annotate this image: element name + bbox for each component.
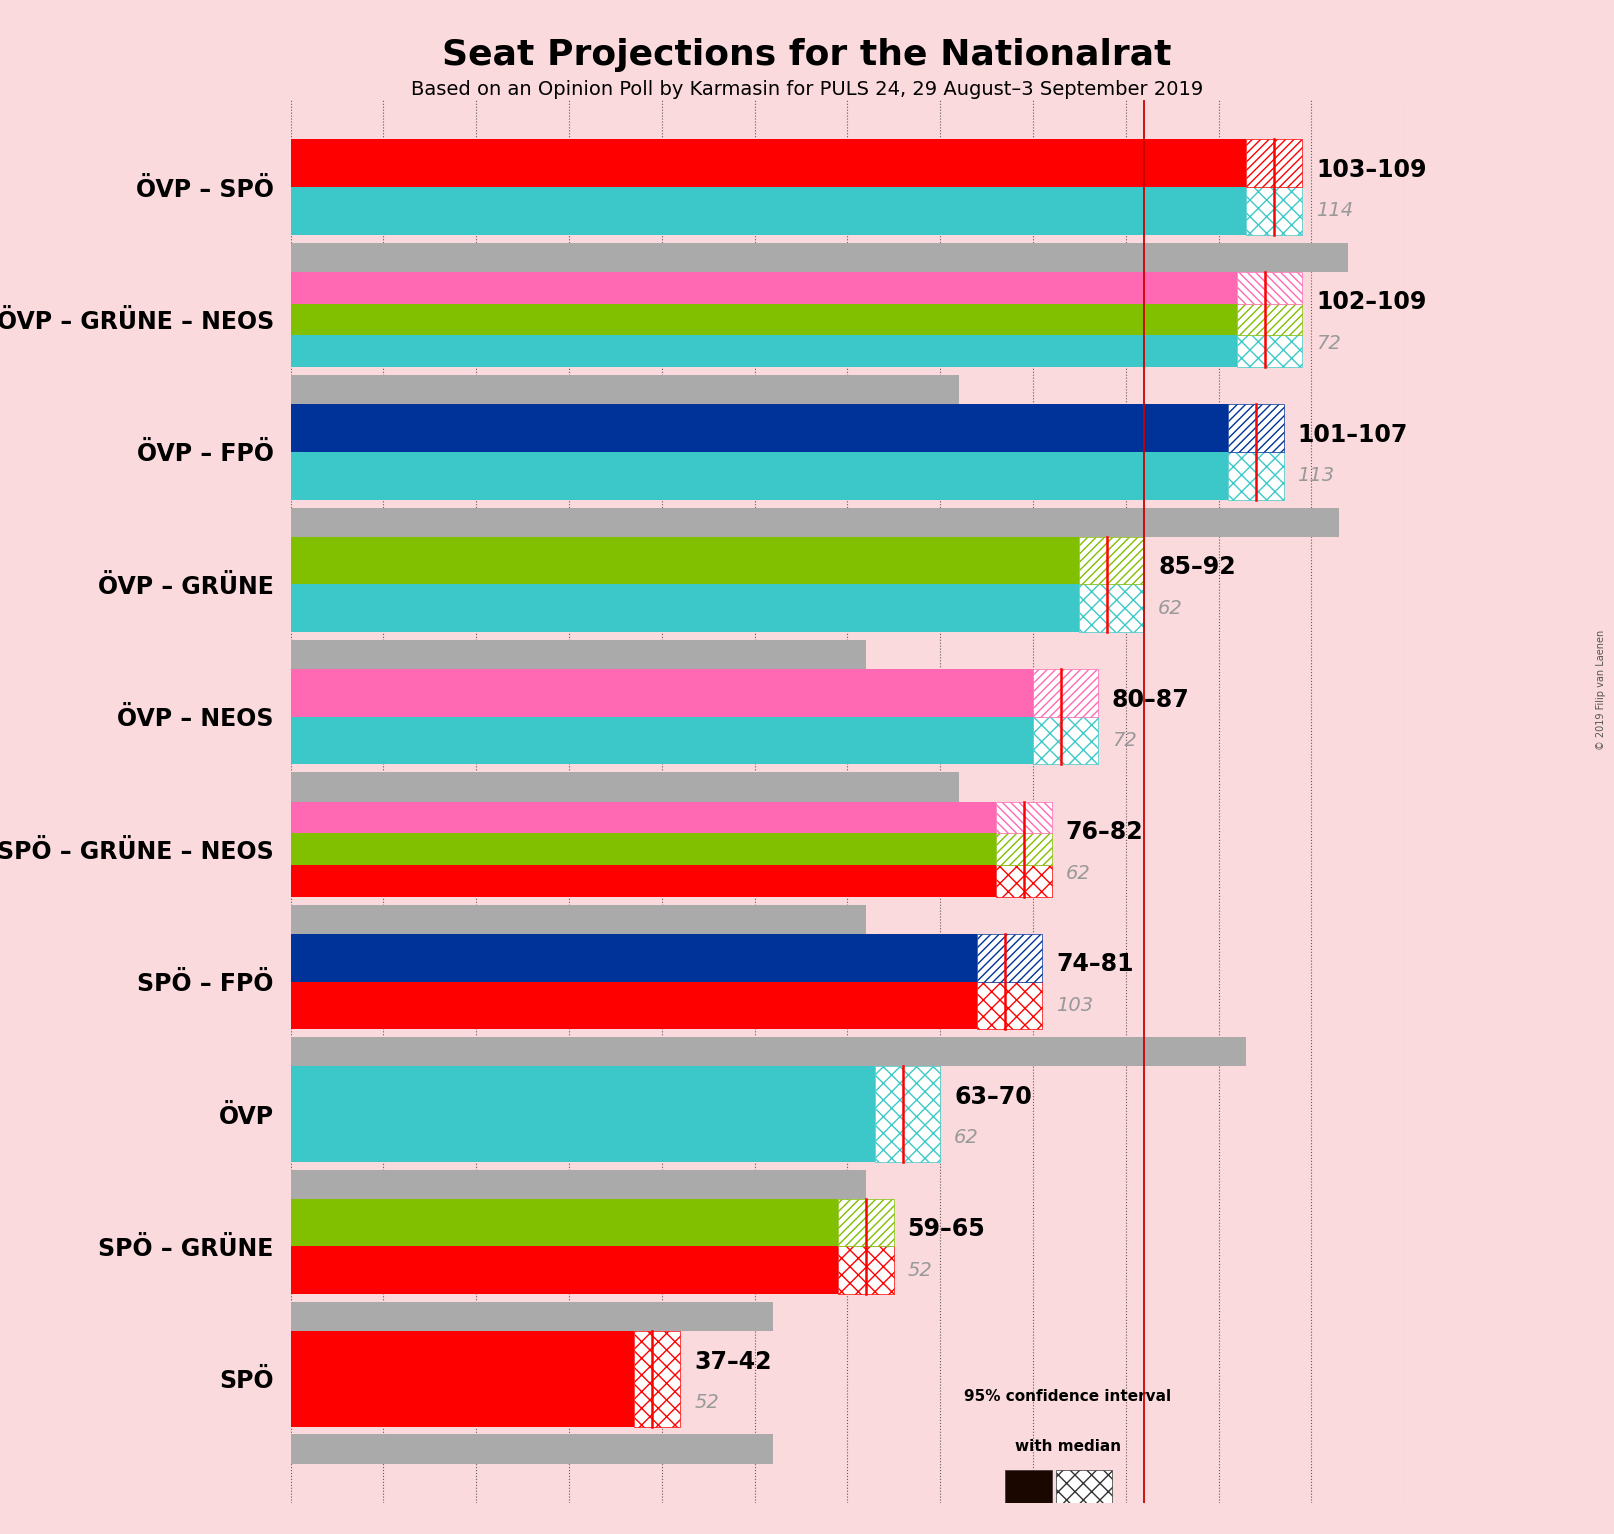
Bar bbox=[1033, 669, 1098, 716]
Bar bbox=[291, 640, 865, 669]
Bar bbox=[291, 1302, 773, 1332]
Bar bbox=[1080, 584, 1144, 632]
Bar bbox=[291, 1332, 634, 1427]
Text: 80–87: 80–87 bbox=[1112, 687, 1190, 712]
Text: 59–65: 59–65 bbox=[907, 1216, 986, 1241]
Text: 103–109: 103–109 bbox=[1315, 158, 1427, 183]
Bar bbox=[291, 1198, 838, 1247]
Text: 114: 114 bbox=[1315, 201, 1353, 221]
Text: 63–70: 63–70 bbox=[954, 1085, 1031, 1109]
Bar bbox=[291, 865, 996, 897]
Bar bbox=[291, 537, 1080, 584]
Bar bbox=[291, 187, 1246, 235]
Bar bbox=[634, 1332, 681, 1427]
Bar bbox=[291, 802, 996, 833]
Bar bbox=[291, 716, 1033, 764]
Text: 72: 72 bbox=[1315, 334, 1341, 353]
Bar bbox=[996, 833, 1051, 865]
Bar bbox=[291, 242, 1348, 272]
Bar bbox=[291, 669, 1033, 716]
Bar bbox=[291, 453, 1228, 500]
Bar bbox=[291, 1066, 875, 1161]
Text: 76–82: 76–82 bbox=[1065, 821, 1143, 844]
Bar bbox=[291, 982, 976, 1029]
Bar bbox=[838, 1247, 894, 1295]
Bar bbox=[291, 934, 976, 982]
Text: © 2019 Filip van Laenen: © 2019 Filip van Laenen bbox=[1596, 630, 1606, 750]
Text: 101–107: 101–107 bbox=[1298, 423, 1407, 446]
Text: 74–81: 74–81 bbox=[1056, 953, 1133, 976]
Bar bbox=[1246, 187, 1302, 235]
Bar bbox=[291, 336, 1236, 367]
Bar bbox=[291, 1169, 865, 1198]
Bar bbox=[291, 1037, 1246, 1066]
Text: 52: 52 bbox=[907, 1261, 933, 1279]
Bar bbox=[291, 405, 1228, 453]
Bar bbox=[291, 584, 1080, 632]
Text: with median: with median bbox=[1015, 1439, 1120, 1454]
Text: 62: 62 bbox=[1159, 598, 1183, 618]
Bar bbox=[1228, 405, 1283, 453]
Bar bbox=[1033, 716, 1098, 764]
Text: 62: 62 bbox=[954, 1129, 978, 1147]
Bar bbox=[1236, 304, 1302, 336]
Bar bbox=[976, 934, 1043, 982]
Bar bbox=[1056, 1470, 1112, 1517]
Text: 62: 62 bbox=[1065, 864, 1089, 882]
Bar bbox=[291, 304, 1236, 336]
Bar bbox=[291, 508, 1340, 537]
Bar bbox=[996, 865, 1051, 897]
Text: 85–92: 85–92 bbox=[1159, 555, 1236, 580]
Bar bbox=[291, 773, 959, 802]
Bar bbox=[838, 1198, 894, 1247]
Text: 95% confidence interval: 95% confidence interval bbox=[964, 1388, 1172, 1404]
Bar bbox=[291, 1247, 838, 1295]
Bar bbox=[1006, 1470, 1051, 1517]
Text: 52: 52 bbox=[694, 1393, 718, 1413]
Bar bbox=[1236, 272, 1302, 304]
Bar bbox=[291, 833, 996, 865]
Bar bbox=[291, 272, 1236, 304]
Text: 37–42: 37–42 bbox=[694, 1350, 771, 1373]
Bar bbox=[291, 140, 1246, 187]
Bar bbox=[1080, 537, 1144, 584]
Text: 103: 103 bbox=[1056, 996, 1093, 1016]
Text: 72: 72 bbox=[1112, 732, 1136, 750]
Bar bbox=[1246, 140, 1302, 187]
Text: 113: 113 bbox=[1298, 466, 1335, 485]
Bar bbox=[291, 376, 959, 405]
Bar bbox=[976, 982, 1043, 1029]
Bar bbox=[291, 1434, 773, 1463]
Bar bbox=[291, 905, 865, 934]
Bar bbox=[875, 1066, 939, 1161]
Text: 102–109: 102–109 bbox=[1315, 290, 1427, 314]
Bar bbox=[1236, 336, 1302, 367]
Text: Based on an Opinion Poll by Karmasin for PULS 24, 29 August–3 September 2019: Based on an Opinion Poll by Karmasin for… bbox=[412, 80, 1202, 98]
Bar bbox=[996, 802, 1051, 833]
Bar bbox=[1228, 453, 1283, 500]
Text: Seat Projections for the Nationalrat: Seat Projections for the Nationalrat bbox=[442, 38, 1172, 72]
